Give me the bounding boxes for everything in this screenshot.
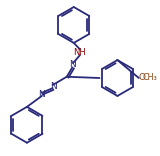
Text: N: N	[38, 90, 45, 99]
Text: N: N	[50, 82, 56, 91]
Text: O: O	[138, 73, 145, 83]
Text: N: N	[70, 60, 76, 69]
Text: CH₃: CH₃	[142, 73, 157, 83]
Text: NH: NH	[74, 48, 86, 57]
